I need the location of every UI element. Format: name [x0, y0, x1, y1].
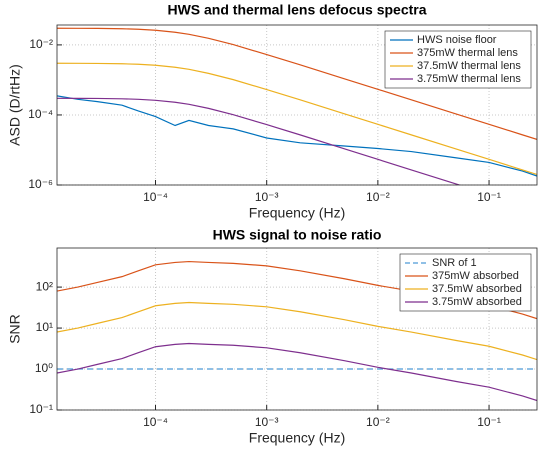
- legend-label: 37.5mW thermal lens: [417, 60, 521, 72]
- x-axis-label: Frequency (Hz): [249, 205, 345, 221]
- x-tick-label: 10⁻⁴: [143, 190, 168, 204]
- legend-label: 37.5mW absorbed: [432, 283, 522, 295]
- x-tick-label: 10⁻²: [366, 190, 390, 204]
- x-axis-label: Frequency (Hz): [249, 430, 345, 446]
- y-tick-label: 10⁻¹: [29, 402, 53, 416]
- legend-label: SNR of 1: [432, 257, 477, 269]
- x-tick-label: 10⁻²: [366, 415, 390, 429]
- series-group: [57, 27, 537, 185]
- y-tick-label: 10⁻⁴: [28, 107, 53, 121]
- x-tick-label: 10⁻³: [255, 415, 279, 429]
- legend-label: 375mW absorbed: [432, 270, 519, 282]
- y-tick-label: 10¹: [36, 320, 53, 334]
- y-axis-label: SNR: [7, 314, 23, 344]
- legend-label: 3.75mW thermal lens: [417, 73, 521, 85]
- x-tick-label: 10⁻¹: [477, 190, 501, 204]
- series-line: [57, 62, 537, 176]
- x-tick-label: 10⁻¹: [477, 415, 501, 429]
- series-line: [57, 27, 537, 141]
- legend-label: HWS noise floor: [417, 34, 497, 46]
- axes-box: [56, 24, 538, 186]
- y-tick-label: 10⁻²: [29, 37, 53, 51]
- y-tick-label: 10⁰: [35, 361, 53, 375]
- chart-title: HWS signal to noise ratio: [213, 227, 382, 243]
- legend-label: 3.75mW absorbed: [432, 296, 522, 308]
- y-tick-label: 10²: [36, 279, 53, 293]
- chart-title: HWS and thermal lens defocus spectra: [167, 2, 426, 18]
- y-tick-label: 10⁻⁶: [28, 177, 53, 191]
- series-line: [57, 301, 537, 361]
- series-line: [57, 97, 462, 185]
- axes-box: [56, 247, 538, 411]
- y-axis-label: ASD (D/rtHz): [7, 64, 23, 146]
- series-line: [57, 342, 537, 402]
- series-line: [57, 95, 537, 177]
- x-tick-label: 10⁻⁴: [143, 415, 168, 429]
- x-tick-label: 10⁻³: [255, 190, 279, 204]
- legend-label: 375mW thermal lens: [417, 47, 518, 59]
